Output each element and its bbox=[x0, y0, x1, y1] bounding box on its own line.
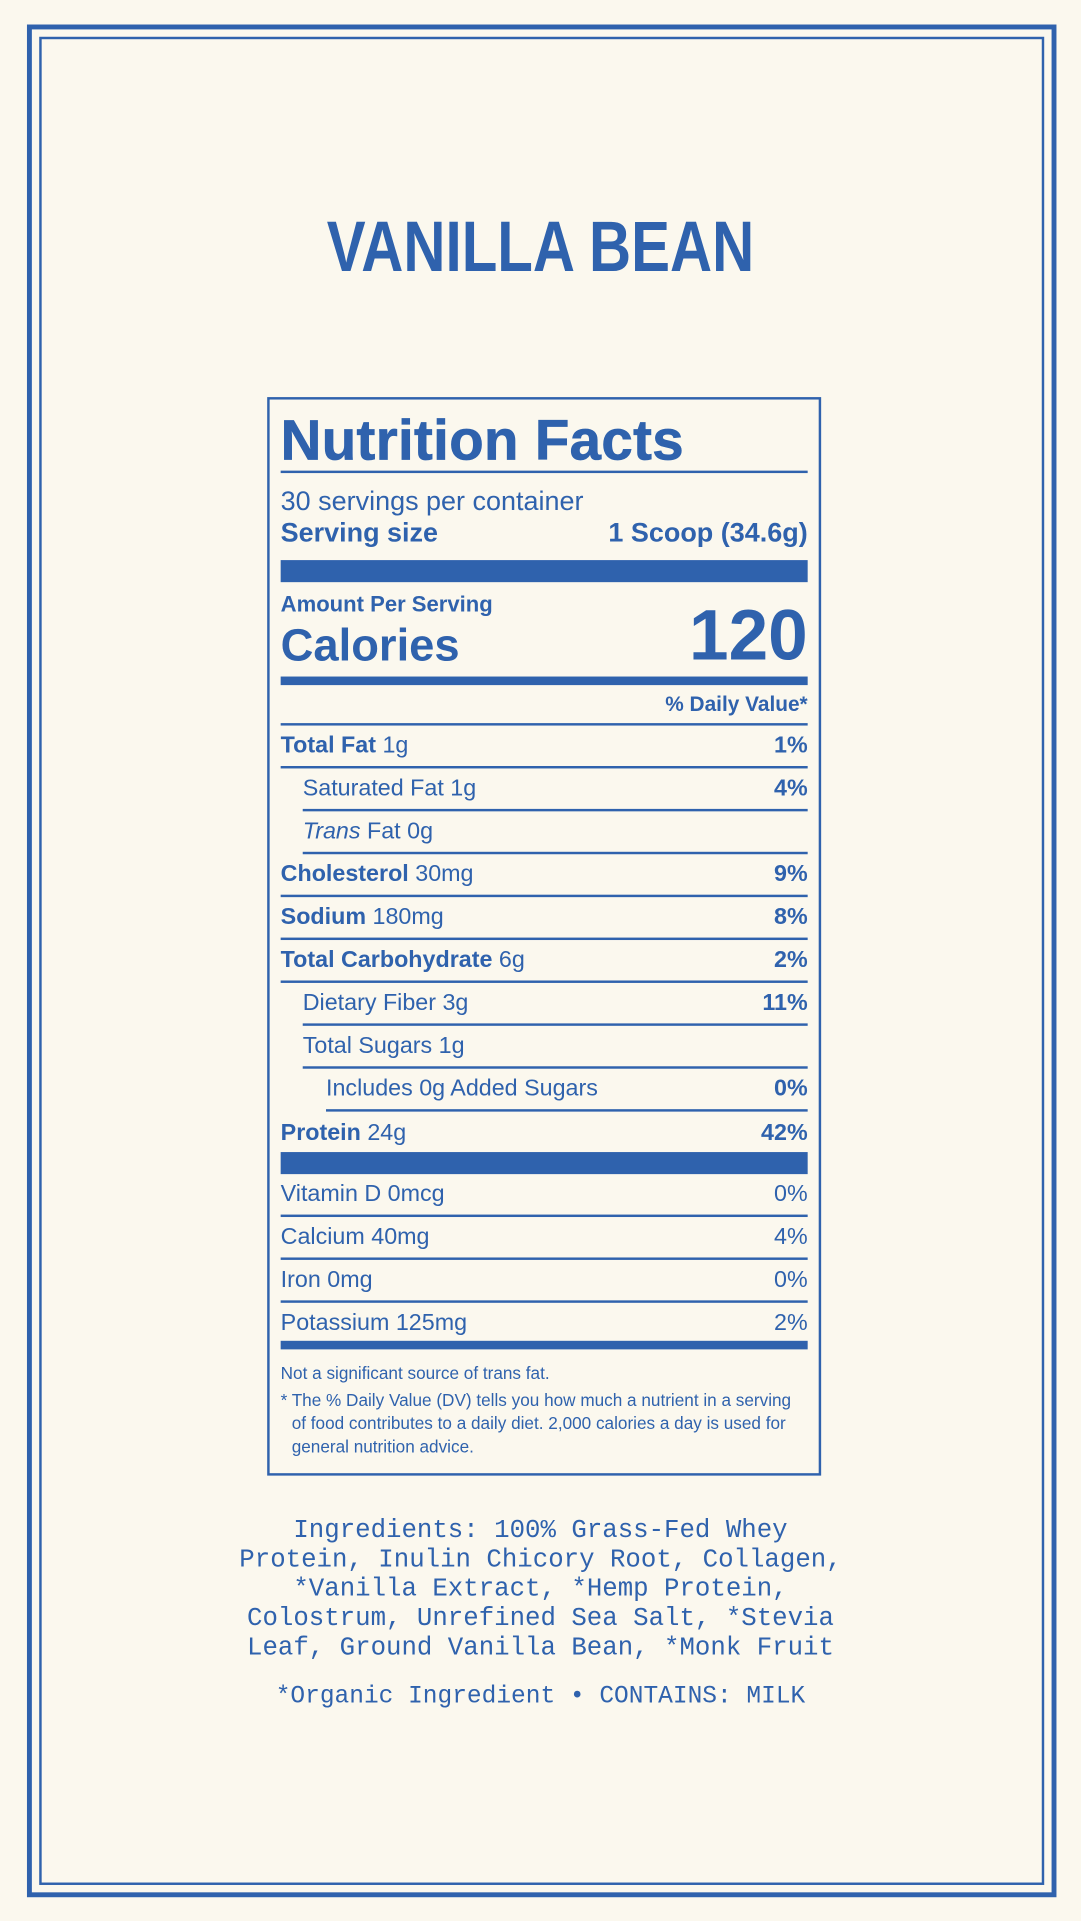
vitamin-row: Vitamin D 0mcg 0% bbox=[280, 1174, 808, 1218]
footnote-dv: * The % Daily Value (DV) tells you how m… bbox=[281, 1389, 808, 1459]
footnote-dv-text: The % Daily Value (DV) tells you how muc… bbox=[291, 1389, 792, 1457]
ingredients: Ingredients: 100% Grass-Fed Whey Protein… bbox=[239, 1517, 842, 1664]
nutrient-name: Fat bbox=[367, 818, 401, 844]
product-title: VANILLA BEAN bbox=[326, 207, 755, 287]
nutrient-name-group: Dietary Fiber 3g bbox=[303, 990, 469, 1017]
calories-row: Calories 120 bbox=[280, 600, 808, 672]
nutrient-name-group: Includes 0g Added Sugars bbox=[326, 1075, 598, 1102]
nutrient-row: Dietary Fiber 3g 11% bbox=[302, 983, 808, 1026]
nutrient-name-group: Total Carbohydrate 6g bbox=[281, 947, 525, 974]
vitamin-name: Vitamin D 0mcg bbox=[280, 1180, 445, 1207]
nutrient-dv: 0% bbox=[774, 1075, 808, 1102]
nutrient-amount: 6g bbox=[498, 946, 525, 973]
vitamin-row: Iron 0mg 0% bbox=[280, 1260, 808, 1303]
nutrient-row: Cholesterol 30mg 9% bbox=[280, 854, 808, 898]
nutrient-name-italic: Trans bbox=[302, 818, 361, 844]
nutrient-name-group: Sodium 180mg bbox=[281, 904, 444, 931]
servings: 30 servings per container bbox=[280, 485, 584, 516]
nutrient-row: Total Fat 1g 1% bbox=[280, 726, 808, 769]
nutrient-name: Sodium bbox=[280, 903, 367, 930]
nutrient-name: Includes 0g Added Sugars bbox=[326, 1075, 598, 1102]
serving-size-value: 1 Scoop (34.6g) bbox=[608, 517, 808, 548]
nutrient-name: Total Carbohydrate bbox=[280, 946, 493, 973]
inner-border bbox=[39, 36, 1045, 1885]
nutrient-amount: 1g bbox=[438, 1032, 465, 1059]
nutrient-name: Dietary Fiber bbox=[302, 989, 437, 1016]
vitamin-row: Calcium 40mg 4% bbox=[280, 1217, 808, 1260]
serving-size: Serving size 1 Scoop (34.6g) bbox=[281, 517, 808, 549]
vitamin-row: Potassium 125mg 2% bbox=[281, 1303, 808, 1343]
nutrient-dv: 11% bbox=[762, 989, 808, 1016]
nutrient-amount: 0g bbox=[407, 818, 434, 844]
nutrient-row: Protein 24g 42% bbox=[281, 1112, 808, 1155]
outer-border bbox=[26, 24, 1057, 1898]
nutrient-amount: 1g bbox=[382, 732, 409, 759]
medium-bar bbox=[280, 1340, 808, 1350]
nutrient-row: Saturated Fat 1g 4% bbox=[302, 768, 808, 812]
nutrient-name: Saturated Fat bbox=[302, 775, 444, 801]
nutrient-dv: 42% bbox=[761, 1119, 808, 1146]
vitamin-dv: 0% bbox=[774, 1266, 808, 1293]
nutrient-row: Total Carbohydrate 6g 2% bbox=[280, 940, 808, 983]
nutrient-dv: 2% bbox=[774, 946, 808, 973]
nutrient-name: Total Fat bbox=[280, 732, 376, 759]
nutrient-amount: 180mg bbox=[372, 903, 444, 930]
medium-bar bbox=[280, 676, 808, 686]
nutrient-amount: 24g bbox=[367, 1119, 407, 1146]
vitamin-dv: 4% bbox=[774, 1223, 808, 1250]
nutrient-list: Total Fat 1g 1% Saturated Fat 1g 4% Trans Fa… bbox=[280, 726, 808, 1155]
footnote-marker: * bbox=[280, 1389, 288, 1410]
calories-label: Calories bbox=[280, 620, 460, 671]
vitamin-dv: 2% bbox=[774, 1309, 808, 1336]
nutrient-dv: 8% bbox=[774, 903, 808, 930]
thick-bar bbox=[280, 560, 808, 583]
thick-bar bbox=[280, 1152, 808, 1175]
nutrient-name: Protein bbox=[280, 1119, 361, 1146]
nutrient-name: Total Sugars bbox=[302, 1032, 433, 1059]
calories-value: 120 bbox=[689, 595, 808, 676]
serving-size-label: Serving size bbox=[280, 517, 439, 548]
nutrient-name: Cholesterol bbox=[280, 860, 409, 887]
nutrient-name-group: Cholesterol 30mg bbox=[281, 861, 474, 888]
nutrient-name-group: Total Sugars 1g bbox=[303, 1033, 465, 1060]
vitamin-list: Vitamin D 0mcg 0% Calcium 40mg 4% Iron 0mg 0%… bbox=[280, 1174, 808, 1343]
nutrient-amount: 30mg bbox=[415, 860, 474, 887]
nutrient-dv: 4% bbox=[774, 775, 808, 801]
amount-per-serving: Amount Per Serving bbox=[280, 591, 493, 617]
nutrient-dv: 1% bbox=[774, 732, 808, 759]
nutrient-amount: 3g bbox=[442, 989, 469, 1016]
nutrient-amount: 1g bbox=[450, 775, 477, 801]
nutrition-label: Nutrition Facts 30 servings per containe… bbox=[267, 397, 822, 1476]
nutrient-name-group: Total Fat 1g bbox=[281, 732, 409, 759]
vitamin-name: Iron 0mg bbox=[280, 1266, 373, 1293]
nutrient-row: Trans Fat 0g bbox=[302, 811, 808, 855]
daily-value-header: % Daily Value* bbox=[280, 685, 808, 726]
footnote-trans: Not a significant source of trans fat. bbox=[280, 1362, 550, 1383]
vitamin-name: Potassium 125mg bbox=[280, 1309, 468, 1336]
nutrient-dv: 9% bbox=[774, 860, 808, 887]
label-heading: Nutrition Facts bbox=[280, 409, 808, 474]
nutrient-name-group: Saturated Fat 1g bbox=[303, 775, 476, 802]
vitamin-dv: 0% bbox=[774, 1180, 808, 1207]
nutrient-row: Includes 0g Added Sugars 0% bbox=[326, 1069, 808, 1112]
nutrient-name-group: Trans Fat 0g bbox=[303, 818, 433, 845]
allergen-statement: *Organic Ingredient • CONTAINS: MILK bbox=[275, 1682, 806, 1711]
nutrient-name-group: Protein 24g bbox=[281, 1120, 407, 1147]
vitamin-name: Calcium 40mg bbox=[280, 1223, 430, 1250]
nutrient-row: Total Sugars 1g bbox=[302, 1026, 808, 1069]
nutrient-row: Sodium 180mg 8% bbox=[280, 897, 808, 941]
